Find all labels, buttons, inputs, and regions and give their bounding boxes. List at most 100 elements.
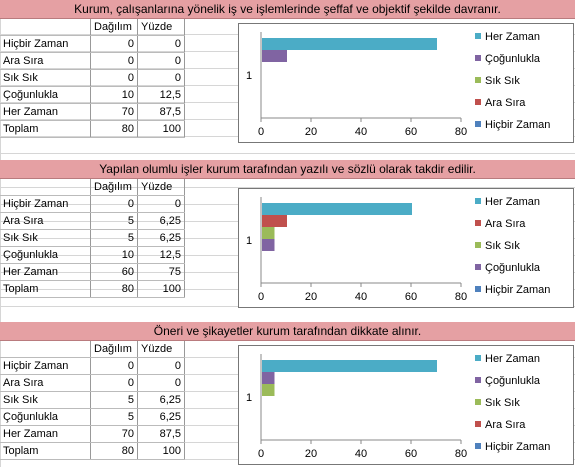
x-tick-label: 60 xyxy=(405,291,417,303)
row-label: Hiçbir Zaman xyxy=(0,35,91,53)
row-label: Hiçbir Zaman xyxy=(0,357,91,375)
bar xyxy=(262,239,275,251)
cell-dagilim: 5 xyxy=(90,229,138,247)
table-row: Her Zaman 70 87,5 xyxy=(0,103,185,121)
cell-dagilim: 10 xyxy=(90,246,138,264)
section-title-bar: Öneri ve şikayetler kurum tarafından dik… xyxy=(0,322,575,341)
legend-label: Hiçbir Zaman xyxy=(485,441,550,453)
row-label: Çoğunlukla xyxy=(0,408,91,426)
row-label: Toplam xyxy=(0,280,91,298)
table-row: Çoğunlukla 5 6,25 xyxy=(0,408,185,426)
cell-yuzde: 100 xyxy=(137,120,185,138)
cell-yuzde: 87,5 xyxy=(137,103,185,121)
cell-yuzde: 0 xyxy=(137,195,185,213)
legend-swatch xyxy=(475,443,481,449)
table-row: Sık Sık 0 0 xyxy=(0,69,185,87)
row-label: Ara Sıra xyxy=(0,374,91,392)
col-header-yuzde: Yüzde xyxy=(137,341,185,358)
bar-chart[interactable]: 0 20 40 60 80 1 Her Zaman Çoğunlukla Sık Sık Ara … xyxy=(238,345,574,465)
x-tick-label: 20 xyxy=(305,126,317,138)
row-label: Her Zaman xyxy=(0,263,91,281)
x-tick-label: 60 xyxy=(405,126,417,138)
cell-dagilim: 10 xyxy=(90,86,138,104)
row-label: Hiçbir Zaman xyxy=(0,195,91,213)
bar xyxy=(262,38,437,50)
legend-label: Her Zaman xyxy=(485,31,540,43)
cell-dagilim: 0 xyxy=(90,69,138,87)
cell-yuzde: 0 xyxy=(137,374,185,392)
cell-dagilim: 80 xyxy=(90,280,138,298)
x-tick-label: 0 xyxy=(258,448,264,460)
col-header-dagilim: Dağılım xyxy=(90,179,138,196)
legend-label: Ara Sıra xyxy=(485,97,526,109)
table-row: Ara Sıra 0 0 xyxy=(0,52,185,70)
section-2: Yapılan olumlu işler kurum tarafından ya… xyxy=(0,160,575,320)
row-label: Çoğunlukla xyxy=(0,86,91,104)
legend-label: Sık Sık xyxy=(485,75,520,87)
x-tick-label: 40 xyxy=(355,126,367,138)
table-row: Sık Sık 5 6,25 xyxy=(0,391,185,409)
legend-label: Her Zaman xyxy=(485,353,540,365)
cell-yuzde: 6,25 xyxy=(137,229,185,247)
row-label: Her Zaman xyxy=(0,103,91,121)
y-category-label: 1 xyxy=(246,392,252,404)
legend-swatch xyxy=(475,242,481,248)
legend-swatch xyxy=(475,399,481,405)
chart-svg: 0 20 40 60 80 1 Her Zaman Ara Sıra Sık Sık Çoğunl… xyxy=(246,196,550,303)
legend-swatch xyxy=(475,286,481,292)
x-tick-label: 80 xyxy=(455,291,467,303)
cell-dagilim: 5 xyxy=(90,408,138,426)
table-row: Hiçbir Zaman 0 0 xyxy=(0,357,185,375)
section-title: Kurum, çalışanlarına yönelik iş ve işlem… xyxy=(74,2,501,16)
cell-dagilim: 70 xyxy=(90,425,138,443)
y-category-label: 1 xyxy=(246,70,252,82)
row-label: Sık Sık xyxy=(0,69,91,87)
cell-dagilim: 0 xyxy=(90,195,138,213)
legend-swatch xyxy=(475,377,481,383)
chart-svg: 0 20 40 60 80 1 Her Zaman Çoğunlukla Sık Sık Ara … xyxy=(246,353,550,460)
cell-dagilim: 60 xyxy=(90,263,138,281)
legend-label: Çoğunlukla xyxy=(485,262,541,274)
table-row: Toplam 80 100 xyxy=(0,442,185,460)
row-label: Çoğunlukla xyxy=(0,246,91,264)
table-row: Her Zaman 60 75 xyxy=(0,263,185,281)
cell-yuzde: 6,25 xyxy=(137,212,185,230)
cell-yuzde: 100 xyxy=(137,280,185,298)
table-row: Toplam 80 100 xyxy=(0,280,185,298)
section-3: Öneri ve şikayetler kurum tarafından dik… xyxy=(0,320,575,467)
cell-yuzde: 6,25 xyxy=(137,408,185,426)
cell-dagilim: 0 xyxy=(90,35,138,53)
cell-yuzde: 0 xyxy=(137,52,185,70)
data-table: Dağılım Yüzde Hiçbir Zaman 0 0 Ara Sıra 0 0 … xyxy=(0,19,185,138)
table-row: Hiçbir Zaman 0 0 xyxy=(0,195,185,213)
table-row: Ara Sıra 5 6,25 xyxy=(0,212,185,230)
x-tick-label: 20 xyxy=(305,291,317,303)
cell-yuzde: 0 xyxy=(137,357,185,375)
cell-yuzde: 6,25 xyxy=(137,391,185,409)
row-label: Sık Sık xyxy=(0,391,91,409)
legend-swatch xyxy=(475,198,481,204)
legend-swatch xyxy=(475,55,481,61)
col-header-dagilim: Dağılım xyxy=(90,19,138,36)
legend-swatch xyxy=(475,77,481,83)
bar xyxy=(262,215,287,227)
legend-swatch xyxy=(475,355,481,361)
bar-chart[interactable]: 0 20 40 60 80 1 Her Zaman Çoğunlukla Sık Sık Ara … xyxy=(238,23,574,143)
x-tick-label: 40 xyxy=(355,291,367,303)
cell-yuzde: 12,5 xyxy=(137,246,185,264)
section-1: Kurum, çalışanlarına yönelik iş ve işlem… xyxy=(0,0,575,160)
x-tick-label: 80 xyxy=(455,448,467,460)
x-tick-label: 0 xyxy=(258,291,264,303)
legend-swatch xyxy=(475,264,481,270)
cell-dagilim: 0 xyxy=(90,374,138,392)
bar xyxy=(262,384,275,396)
legend-label: Ara Sıra xyxy=(485,218,526,230)
data-table: Dağılım Yüzde Hiçbir Zaman 0 0 Ara Sıra 5 6,… xyxy=(0,179,185,298)
row-label: Sık Sık xyxy=(0,229,91,247)
cell-yuzde: 12,5 xyxy=(137,86,185,104)
cell-yuzde: 0 xyxy=(137,69,185,87)
chart-svg: 0 20 40 60 80 1 Her Zaman Çoğunlukla Sık Sık Ara … xyxy=(246,31,550,138)
bar-chart[interactable]: 0 20 40 60 80 1 Her Zaman Ara Sıra Sık Sık Çoğunl… xyxy=(238,188,574,308)
col-header-yuzde: Yüzde xyxy=(137,179,185,196)
cell-yuzde: 75 xyxy=(137,263,185,281)
